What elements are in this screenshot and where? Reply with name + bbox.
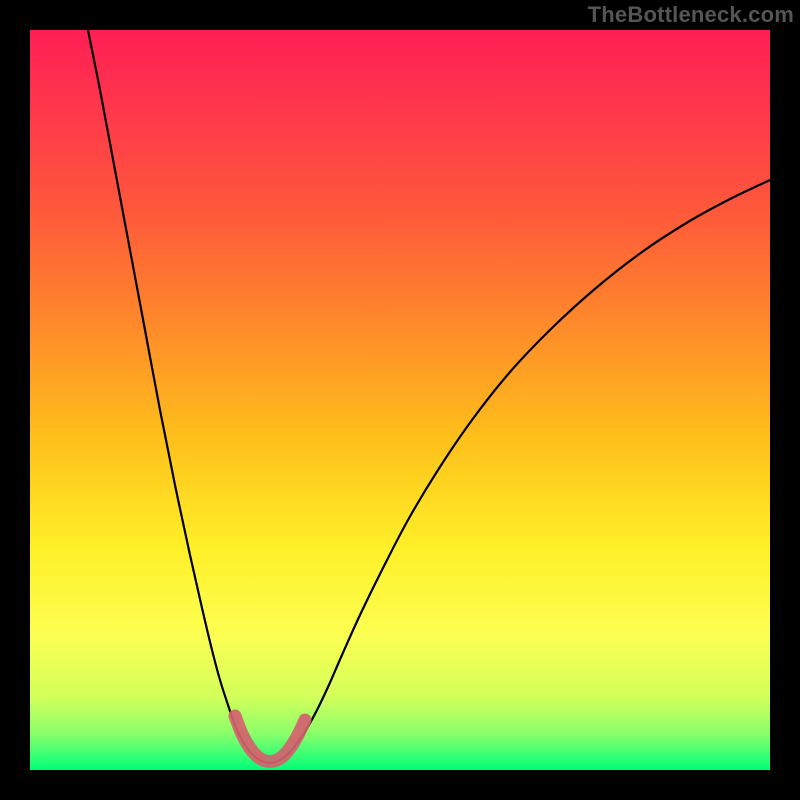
chart-svg [30, 30, 770, 770]
chart-background [30, 30, 770, 770]
plot-area [30, 30, 770, 770]
watermark-text: TheBottleneck.com [588, 2, 794, 28]
chart-frame: TheBottleneck.com [0, 0, 800, 800]
